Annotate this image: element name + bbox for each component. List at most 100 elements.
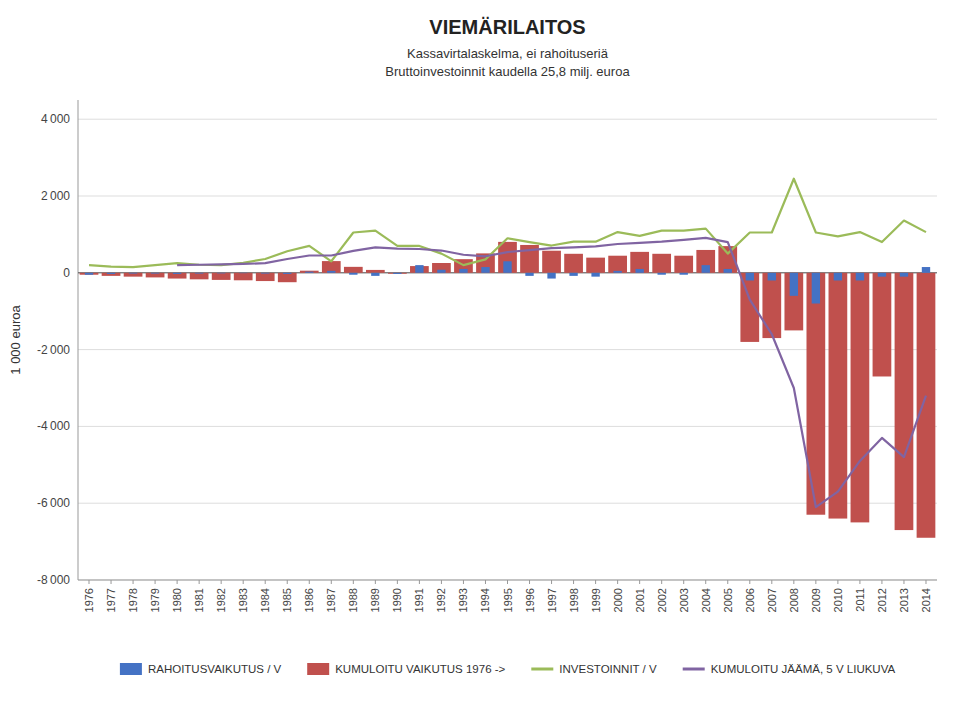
y-tick-label: 2 000 — [41, 189, 70, 203]
grid — [78, 119, 937, 580]
line — [89, 179, 926, 267]
x-tick-label: 1991 — [413, 588, 425, 612]
x-ticks: 1976197719781979198019811982198319841985… — [83, 580, 932, 612]
y-axis-line — [78, 100, 79, 580]
x-tick — [529, 580, 530, 584]
x-tick — [441, 580, 442, 584]
title: VIEMÄRILAITOS — [429, 16, 585, 38]
legend-item: INVESTOINNIT / V — [531, 663, 657, 675]
bar — [856, 273, 864, 281]
bar — [878, 273, 886, 277]
bar — [680, 273, 688, 275]
x-tick-label: 1999 — [590, 588, 602, 612]
x-tick — [221, 580, 222, 584]
line — [177, 238, 926, 507]
x-tick — [639, 580, 640, 584]
x-tick-label: 1998 — [568, 588, 580, 612]
bar — [146, 273, 165, 278]
x-tick — [177, 580, 178, 584]
bar — [564, 254, 583, 273]
bar — [569, 273, 577, 276]
grid-line — [78, 119, 937, 120]
bar — [481, 267, 489, 273]
x-tick — [265, 580, 266, 584]
x-tick — [815, 580, 816, 584]
bar — [503, 261, 511, 273]
x-tick-label: 1987 — [325, 588, 337, 612]
x-tick-label: 1984 — [259, 588, 271, 612]
bar — [129, 272, 137, 274]
bar — [790, 273, 798, 296]
bar — [80, 273, 99, 275]
bar — [591, 273, 599, 277]
legend-item: KUMULOITU VAIKUTUS 1976 -> — [307, 663, 505, 675]
x-tick — [727, 580, 728, 584]
y-tick-label: 4 000 — [41, 112, 70, 126]
bar — [388, 272, 407, 274]
bar — [762, 273, 781, 338]
x-tick — [111, 580, 112, 584]
bar — [107, 273, 115, 274]
bar — [349, 273, 357, 275]
x-tick-label: 2014 — [920, 588, 932, 612]
x-tick — [331, 580, 332, 584]
bar — [393, 273, 401, 274]
bar — [851, 273, 870, 523]
bar — [768, 273, 776, 281]
bar — [432, 263, 451, 273]
bar — [322, 261, 341, 273]
bar — [746, 273, 754, 281]
x-tick-label: 2010 — [832, 588, 844, 612]
bar — [217, 272, 225, 274]
grid-line — [78, 196, 937, 197]
x-tick-label: 1988 — [347, 588, 359, 612]
bar — [542, 251, 561, 273]
x-tick — [551, 580, 552, 584]
bar — [327, 271, 335, 273]
x-tick-label: 2005 — [722, 588, 734, 612]
x-tick — [859, 580, 860, 584]
x-tick — [133, 580, 134, 584]
x-tick — [749, 580, 750, 584]
x-tick-label: 2012 — [876, 588, 888, 612]
x-tick — [89, 580, 90, 584]
x-tick-label: 2013 — [898, 588, 910, 612]
bar — [696, 250, 715, 273]
bar — [784, 273, 803, 331]
subtitle: Bruttoinvestoinnit kaudella 25,8 milj. e… — [385, 64, 630, 79]
bar — [922, 267, 930, 273]
bar — [498, 242, 517, 273]
x-tick-label: 1997 — [546, 588, 558, 612]
x-tick-label: 1985 — [281, 588, 293, 612]
legend-item: RAHOITUSVAIKUTUS / V — [120, 663, 282, 675]
legend-swatch — [683, 668, 705, 671]
x-tick-label: 2000 — [612, 588, 624, 612]
legend-swatch — [120, 663, 142, 675]
bar — [300, 271, 319, 273]
x-tick — [705, 580, 706, 584]
x-tick-label: 1995 — [502, 588, 514, 612]
bar — [173, 273, 181, 274]
bar — [459, 269, 467, 273]
bar — [917, 273, 936, 538]
x-tick-label: 1989 — [369, 588, 381, 612]
bar — [834, 273, 842, 281]
x-tick-label: 1996 — [524, 588, 536, 612]
x-tick-label: 2009 — [810, 588, 822, 612]
x-tick-label: 2004 — [700, 588, 712, 612]
x-tick-label: 1994 — [479, 588, 491, 612]
x-tick-label: 1976 — [83, 588, 95, 612]
bar — [261, 272, 269, 274]
x-tick-label: 2008 — [788, 588, 800, 612]
x-tick-label: 2006 — [744, 588, 756, 612]
x-tick-label: 1981 — [193, 588, 205, 612]
legend-swatch — [531, 668, 553, 671]
bar — [168, 273, 187, 279]
bar — [190, 273, 209, 280]
bar — [102, 273, 121, 276]
x-tick-label: 1990 — [391, 588, 403, 612]
y-axis-label: 1 000 euroa — [8, 305, 23, 375]
x-tick-label: 1979 — [149, 588, 161, 612]
x-tick-label: 1977 — [105, 588, 117, 612]
bar — [635, 269, 643, 273]
